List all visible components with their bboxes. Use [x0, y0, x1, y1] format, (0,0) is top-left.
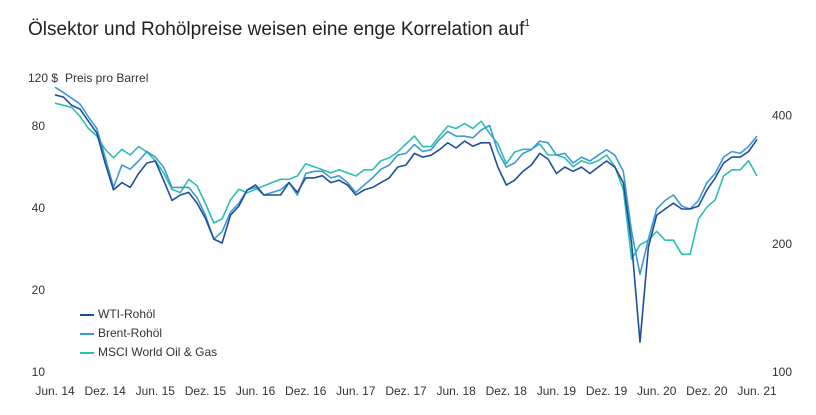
- legend-label: WTI-Rohöl: [98, 307, 155, 321]
- series-line: [54, 102, 758, 260]
- x-tick-label: Dez. 14: [84, 384, 126, 398]
- chart-title: Ölsektor und Rohölpreise weisen eine eng…: [28, 18, 530, 40]
- x-tick-label: Dez. 18: [486, 384, 528, 398]
- y-tick-label: 80: [32, 119, 46, 133]
- x-tick-label: Jun. 17: [336, 384, 376, 398]
- y-axis-label: Preis pro Barrel: [65, 71, 148, 85]
- title-footnote: 1: [524, 18, 530, 29]
- x-tick-label: Dez. 15: [185, 384, 227, 398]
- x-tick-label: Jun. 21: [737, 384, 777, 398]
- x-tick-label: Dez. 16: [285, 384, 327, 398]
- y2-tick-label: 400: [772, 109, 792, 123]
- x-tick-label: Jun. 15: [136, 384, 176, 398]
- y-tick-label: 10: [32, 365, 46, 379]
- y-tick-label: 120 $: [28, 71, 58, 85]
- x-tick-label: Dez. 20: [686, 384, 728, 398]
- series-line: [54, 94, 758, 343]
- x-tick-label: Dez. 19: [586, 384, 628, 398]
- x-tick-label: Jun. 19: [537, 384, 577, 398]
- x-tick-label: Jun. 14: [35, 384, 75, 398]
- y2-tick-label: 200: [772, 237, 792, 251]
- title-text: Ölsektor und Rohölpreise weisen eine eng…: [28, 19, 525, 40]
- legend-label: MSCI World Oil & Gas: [98, 345, 217, 359]
- y-tick-label: 20: [32, 283, 46, 297]
- x-tick-label: Dez. 17: [385, 384, 427, 398]
- y-tick-label: 40: [32, 201, 46, 215]
- y2-tick-label: 100: [772, 365, 792, 379]
- series-line: [54, 86, 758, 276]
- x-tick-label: Jun. 18: [436, 384, 476, 398]
- x-tick-label: Jun. 20: [637, 384, 677, 398]
- x-tick-label: Jun. 16: [236, 384, 276, 398]
- legend-label: Brent-Rohöl: [98, 326, 162, 340]
